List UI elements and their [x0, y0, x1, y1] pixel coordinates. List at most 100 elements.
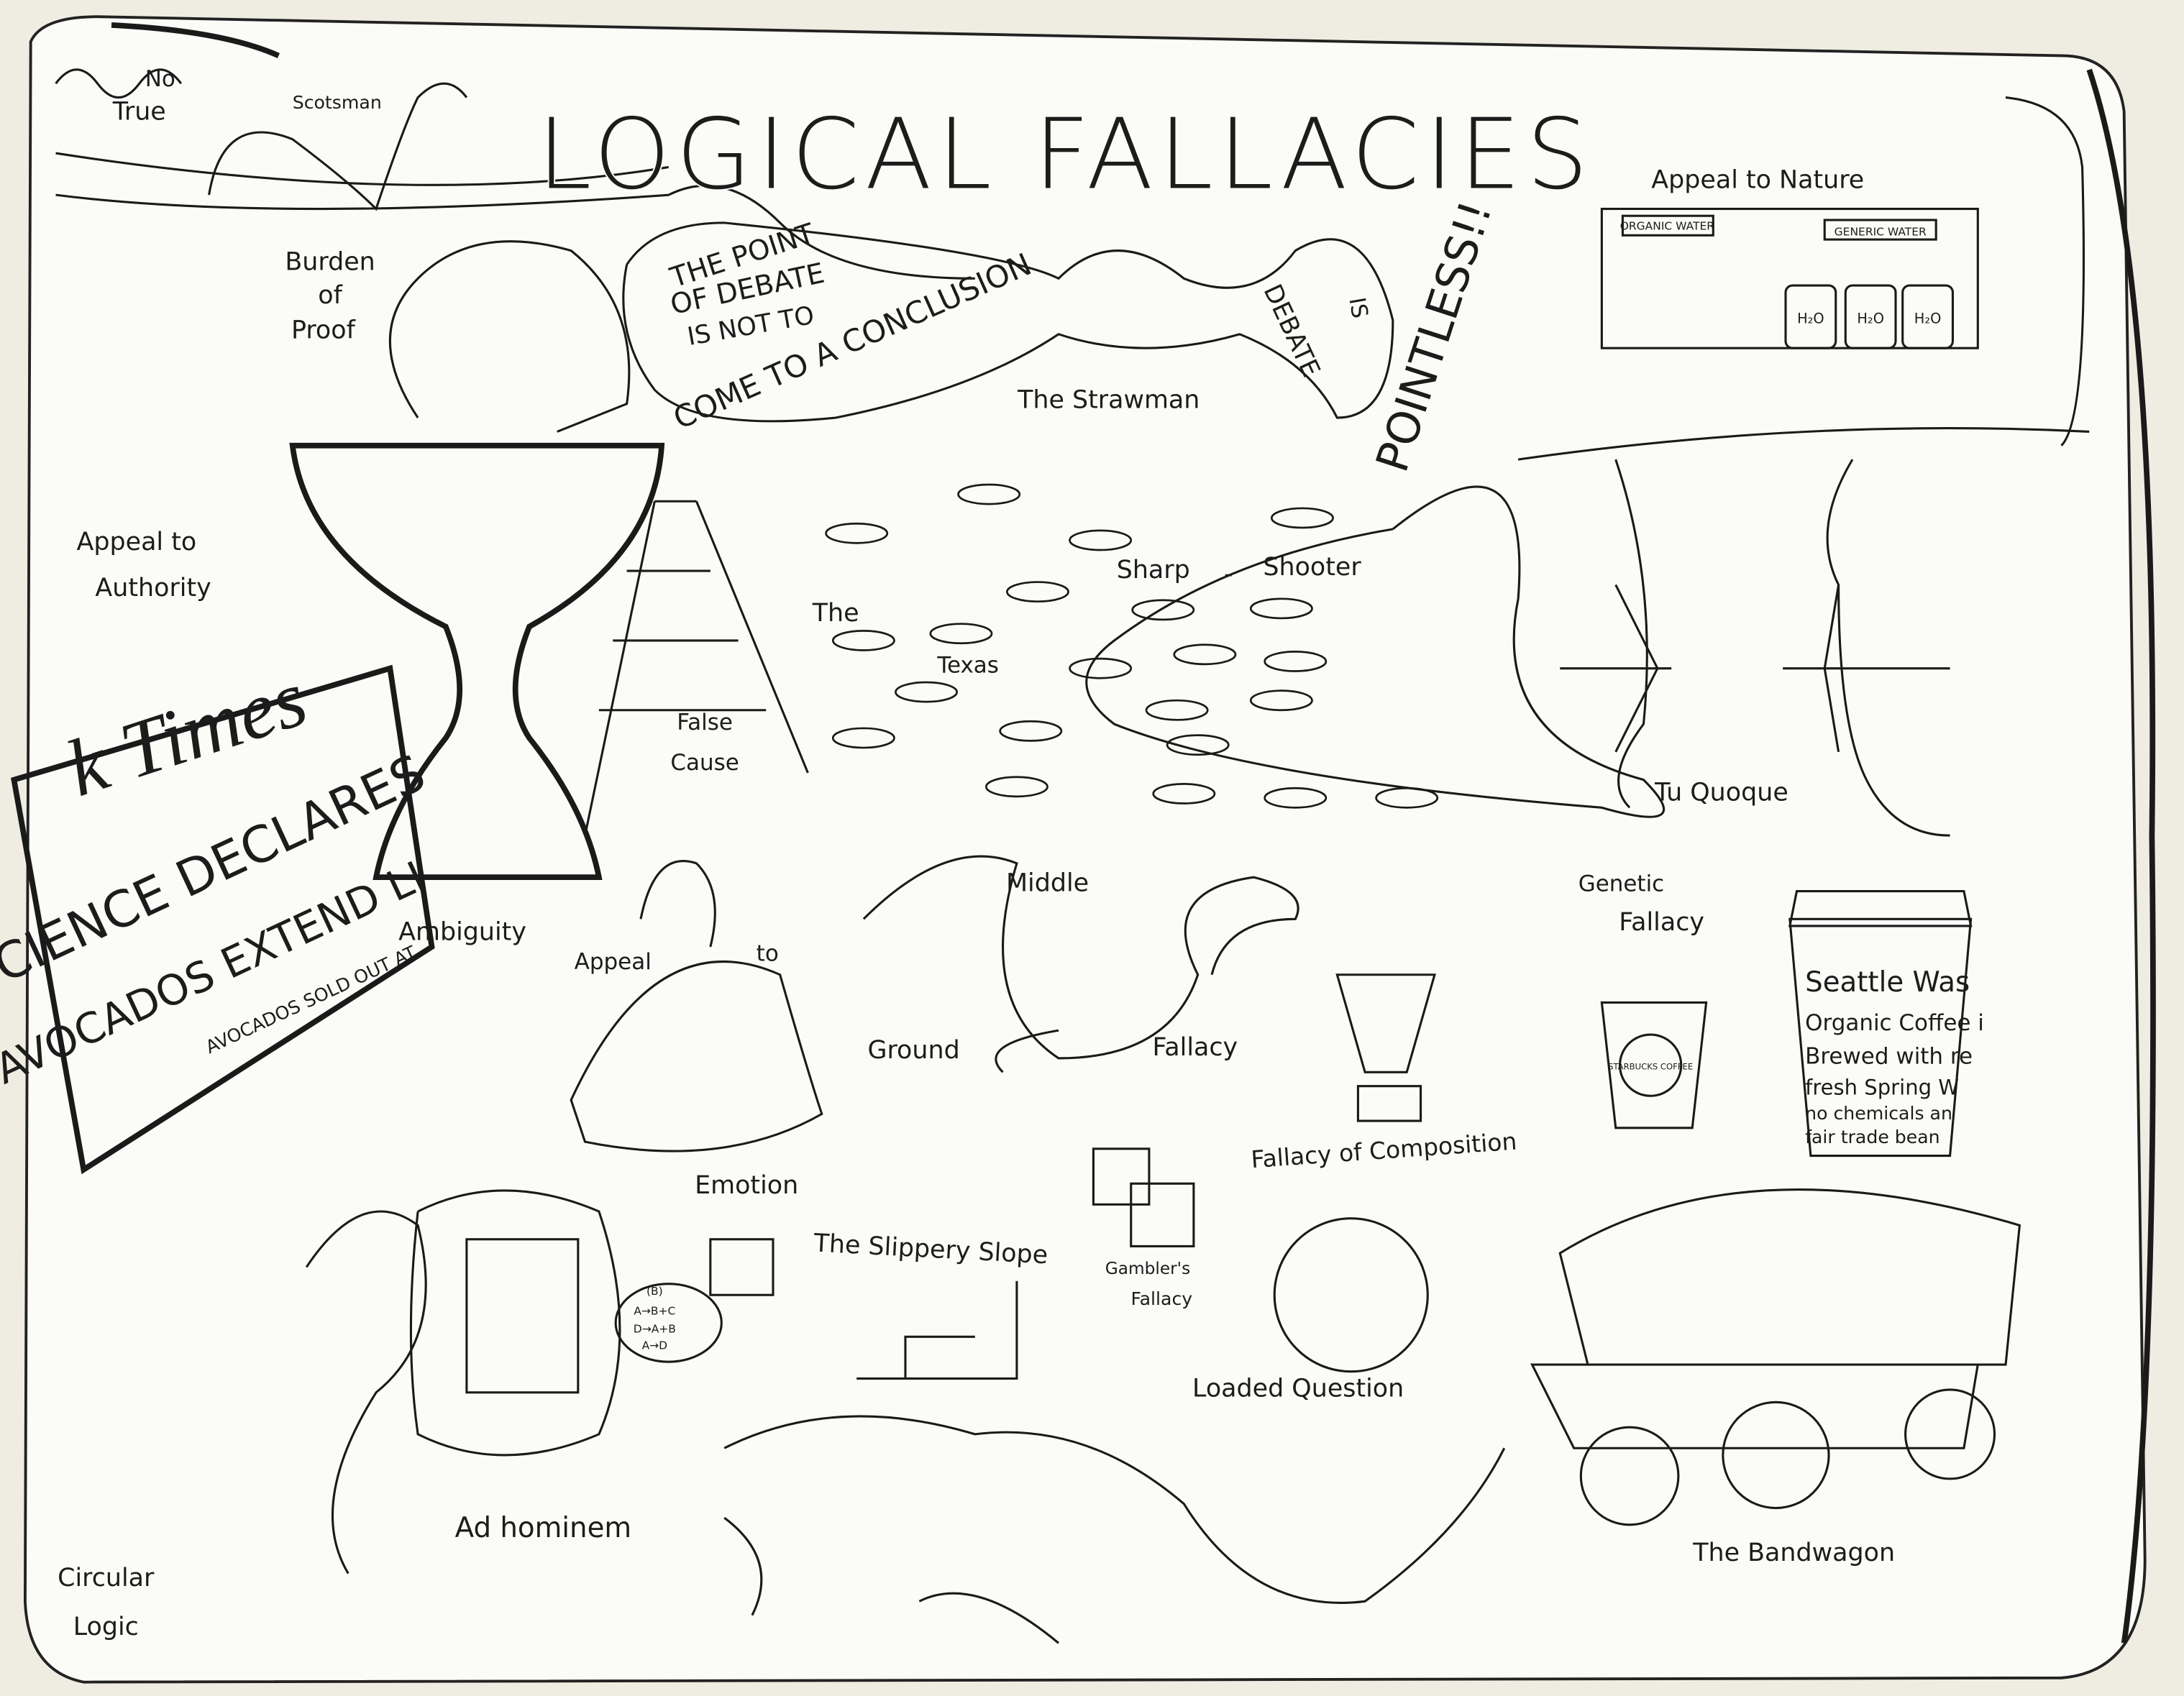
cat-hands — [570, 860, 823, 1152]
fish — [1264, 787, 1328, 809]
fish — [825, 522, 889, 544]
fallacy-label: Fallacy — [1130, 1288, 1192, 1309]
fallacy-label: Authority — [95, 574, 211, 602]
sign — [1621, 214, 1714, 237]
fallacy-label: Proof — [291, 316, 356, 345]
border-stroke — [111, 22, 2156, 1644]
fallacy-label: Circular — [58, 1564, 155, 1592]
goblet — [289, 442, 665, 881]
bubble-text: A→B+C — [634, 1304, 675, 1317]
cup-text: fresh Spring W — [1805, 1075, 1959, 1099]
jar-label: H₂O — [1914, 310, 1942, 326]
fallacy-label: Sharp — [1117, 556, 1190, 585]
speech-bubble-shape — [614, 1283, 723, 1363]
fallacy-label: No — [145, 66, 175, 92]
border-waves — [55, 68, 2085, 446]
fish — [1249, 689, 1313, 712]
cup-logo-text: STARBUCKS COFFEE — [1608, 1061, 1693, 1071]
fallacy-label: True — [112, 98, 166, 127]
fallacy-label: Texas — [936, 652, 999, 678]
bows — [1560, 584, 1950, 753]
bubble-text: (B) — [646, 1285, 663, 1298]
cup-text: Brewed with re — [1805, 1044, 1973, 1070]
wheel — [1722, 1401, 1830, 1510]
newspaper-sheet — [11, 664, 435, 1175]
swirls-octopus — [723, 1415, 1506, 1644]
head-bubble — [305, 1189, 621, 1574]
banner-text: IS — [1343, 295, 1372, 321]
target-zone — [1085, 485, 1666, 818]
cup-text: Seattle Was — [1805, 966, 1970, 999]
cup-text: Organic Coffee i — [1805, 1010, 1984, 1036]
serpent — [208, 82, 468, 211]
fish — [1006, 581, 1069, 603]
fallacy-label: Shooter — [1263, 553, 1361, 582]
fish — [1131, 599, 1195, 621]
fallacy-label: Cause — [670, 750, 739, 776]
small-hat — [709, 1238, 775, 1296]
bird — [388, 240, 631, 433]
big-cup-shape — [1788, 889, 1973, 1158]
jar-label: H₂O — [1857, 310, 1884, 326]
fish — [1145, 699, 1209, 721]
fallacy-label: Emotion — [695, 1171, 798, 1200]
fish — [1375, 787, 1439, 809]
cup-text: fair trade bean — [1805, 1127, 1939, 1147]
bomb — [1273, 1217, 1429, 1373]
fallacy-label: False — [677, 710, 733, 735]
fish — [1152, 783, 1216, 805]
paper — [23, 15, 2147, 1684]
whale-toucan — [862, 855, 1299, 1073]
fallacy-label: Appeal to — [77, 528, 197, 556]
fallacy-label: The Bandwagon — [1692, 1539, 1895, 1567]
jar — [1784, 284, 1837, 349]
slope-stairs — [856, 1280, 1018, 1380]
fish — [1069, 529, 1133, 551]
fallacy-label: - — [1224, 560, 1233, 589]
bowstring — [1517, 427, 2090, 461]
cup-logo — [1618, 1033, 1683, 1097]
bubble-text: A→D — [642, 1339, 668, 1352]
fish — [984, 776, 1048, 798]
cup-text: no chemicals an — [1805, 1103, 1952, 1124]
sign — [1823, 219, 1937, 241]
fish — [999, 720, 1063, 742]
fish — [1166, 734, 1230, 756]
fallacy-label: Genetic — [1578, 871, 1665, 897]
fish — [1069, 657, 1133, 679]
fallacy-label: Scotsman — [293, 92, 382, 113]
fish-school — [825, 483, 1439, 809]
poster-title: LOGICAL FALLACIES — [537, 97, 1594, 211]
fallacy-label: Appeal — [575, 949, 652, 975]
fallacy-label: The — [812, 599, 859, 628]
fallacy-label: Gambler's — [1105, 1259, 1190, 1278]
die — [1092, 1147, 1151, 1206]
fallacy-label: Middle — [1006, 869, 1089, 898]
sign-text: ORGANIC WATER — [1620, 220, 1715, 233]
fallacy-label: The Strawman — [1017, 385, 1200, 414]
fish — [1270, 507, 1334, 529]
fallacy-label: of — [318, 281, 342, 310]
ladder — [583, 500, 809, 836]
fallacy-label: Burden — [285, 248, 375, 277]
jar — [1901, 284, 1954, 349]
water-line — [55, 184, 975, 280]
sign-text: GENERIC WATER — [1835, 225, 1927, 238]
jar — [1844, 284, 1897, 349]
die — [1130, 1182, 1195, 1247]
fallacy-label: Ground — [867, 1036, 959, 1065]
bubble-text: D→A+B — [634, 1323, 676, 1336]
fallacy-label: Loaded Question — [1192, 1375, 1404, 1403]
fish — [1264, 651, 1328, 672]
blender — [1335, 973, 1437, 1122]
wheel — [1904, 1388, 1996, 1480]
top-hat — [465, 1238, 580, 1394]
fallacy-label: to — [757, 940, 779, 966]
fallacy-label: Fallacy — [1152, 1033, 1238, 1062]
fish — [1249, 597, 1313, 620]
faces — [1614, 459, 1950, 837]
fish — [1173, 643, 1237, 666]
fish — [957, 483, 1021, 505]
fish — [831, 630, 895, 651]
